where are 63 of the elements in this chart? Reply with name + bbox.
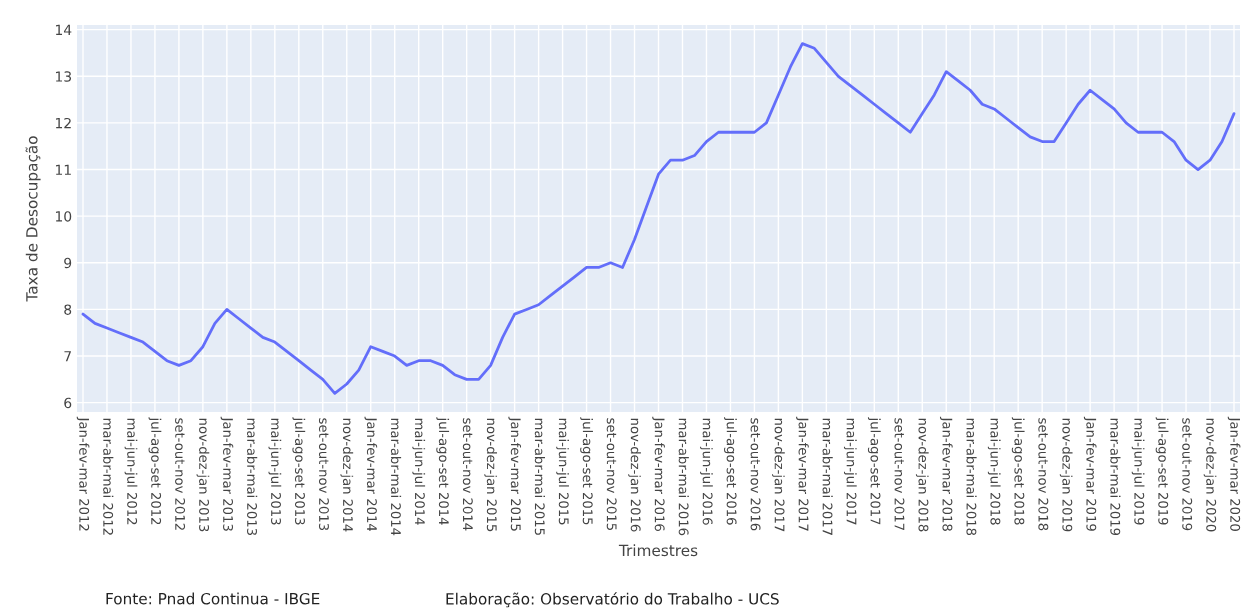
x-tick-label: jul-ago-set 2016 xyxy=(724,417,737,525)
y-tick-label: 12 xyxy=(55,117,71,129)
x-tick-label: jul-ago-set 2014 xyxy=(436,417,450,525)
x-tick-label: jul-ago-set 2012 xyxy=(148,417,162,525)
x-tick-label: mai-jun-jul 2017 xyxy=(843,418,857,525)
y-axis-title: Taxa de Desocupação xyxy=(25,136,41,302)
x-tick-label: mai-jun-jul 2019 xyxy=(1131,418,1145,525)
x-tick-label: Jan-fev-mar 2017 xyxy=(796,416,809,531)
text: Elaboração: Observatório do Trabalho - UCS xyxy=(446,592,779,608)
x-tick-label: set-out-nov 2012 xyxy=(175,418,186,530)
x-tick-label: Jan-fev-mar 2019 xyxy=(1083,416,1097,531)
x-tick-label: jul-ago-set 2019 xyxy=(1155,417,1169,525)
x-tick-label: nov-dez-jan 2015 xyxy=(484,418,498,532)
x-axis-title: Trimestres xyxy=(618,544,698,557)
x-tick-label: Jan-fev-mar 2015 xyxy=(508,416,522,531)
x-tick-label: jul-ago-set 2013 xyxy=(292,417,306,525)
x-tick-label: set-out-nov 2014 xyxy=(462,418,473,531)
x-tick-label: mar-abr-mai 2014 xyxy=(390,418,402,536)
x-tick-label: set-out-nov 2019 xyxy=(1182,418,1193,531)
y-tick-label: 6 xyxy=(64,397,72,409)
x-tick-label: mai-jun-jul 2014 xyxy=(412,418,426,525)
y-tick-label: 9 xyxy=(64,257,72,269)
x-tick-label: mar-abr-mai 2012 xyxy=(103,418,114,535)
x-tick-label: Jan-fev-mar 2016 xyxy=(652,416,665,531)
y-tick-label: 8 xyxy=(64,304,72,315)
x-tick-label: set-out-nov 2017 xyxy=(894,418,905,530)
x-tick-label: mar-abr-mai 2019 xyxy=(1110,418,1121,536)
source-note: Fonte: Pnad Continua - IBGE xyxy=(106,592,320,605)
x-tick-label: jul-ago-set 2017 xyxy=(867,417,881,525)
x-tick-label: nov-dez-jan 2019 xyxy=(1059,418,1073,532)
x-tick-label: jul-ago-set 2018 xyxy=(1011,417,1025,525)
x-tick-label: set-out-nov 2016 xyxy=(750,418,761,531)
line-series xyxy=(81,42,1236,395)
x-tick-label: set-out-nov 2018 xyxy=(1038,418,1049,531)
x-tick-label: Jan-fev-mar 2014 xyxy=(364,416,378,532)
y-tick-label: 14 xyxy=(55,24,72,35)
y-tick-label: 13 xyxy=(55,71,72,82)
x-tick-label: mai-jun-jul 2012 xyxy=(124,418,138,525)
x-tick-label: mar-abr-mai 2017 xyxy=(822,418,833,535)
x-tick-label: mai-jun-jul 2013 xyxy=(268,418,282,525)
x-tick-label: mar-abr-mai 2015 xyxy=(534,418,545,535)
x-tick-label: mai-jun-jul 2015 xyxy=(556,418,569,525)
x-tick-label: nov-dez-jan 2017 xyxy=(772,418,785,532)
x-tick-label: nov-dez-jan 2014 xyxy=(340,418,354,532)
x-tick-label: jul-ago-set 2015 xyxy=(580,417,593,525)
x-tick-label: nov-dez-jan 2013 xyxy=(196,418,210,532)
x-tick-label: mar-abr-mai 2018 xyxy=(966,418,977,536)
x-tick-label: mar-abr-mai 2013 xyxy=(247,418,258,535)
y-tick-label: 11 xyxy=(55,164,71,175)
y-tick-label: 10 xyxy=(55,211,72,222)
x-tick-label: mai-jun-jul 2016 xyxy=(700,418,713,525)
x-tick-label: mar-abr-mai 2016 xyxy=(678,418,689,536)
x-tick-label: nov-dez-jan 2018 xyxy=(915,418,929,532)
x-tick-label: set-out-nov 2013 xyxy=(318,418,329,531)
y-tick-label: 7 xyxy=(64,351,71,362)
x-tick-label: Jan-fev-mar 2020 xyxy=(1227,416,1241,531)
x-tick-label: Jan-fev-mar 2012 xyxy=(76,416,90,531)
x-tick-label: set-out-nov 2015 xyxy=(606,418,617,530)
x-tick-label: Jan-fev-mar 2013 xyxy=(220,416,234,531)
x-tick-label: nov-dez-jan 2020 xyxy=(1203,418,1217,532)
x-tick-label: mai-jun-jul 2018 xyxy=(987,418,1001,525)
x-tick-label: Jan-fev-mar 2018 xyxy=(939,416,953,531)
x-tick-label: nov-dez-jan 2016 xyxy=(628,418,641,532)
